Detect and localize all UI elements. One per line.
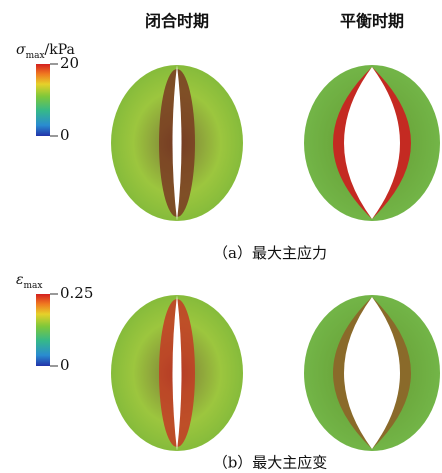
symbol: σ	[16, 42, 26, 58]
symbol: ε	[16, 272, 24, 288]
colorbar-tick-label: 0.25	[60, 284, 93, 302]
panel: εmax 0.25 0 （b）最大主应变	[16, 272, 440, 471]
column-header: 平衡时期	[340, 12, 404, 31]
caption: （a）最大主应力	[213, 244, 327, 262]
colorbar-tick-label: 20	[60, 54, 79, 72]
headers: 闭合时期 平衡时期	[145, 12, 404, 31]
figure: 闭合时期 平衡时期 σmax/kPa200（a）最大主应力εmax0.250（b…	[0, 0, 442, 473]
colorbar	[36, 294, 50, 366]
column-header: 闭合时期	[145, 12, 209, 31]
colorbar-tick-label: 0	[60, 356, 70, 374]
colorbar	[36, 64, 50, 136]
subscript: max	[26, 51, 45, 61]
caption: （b）最大主应变	[213, 453, 328, 471]
subscript: max	[24, 281, 43, 291]
colorbar-label: εmax	[16, 272, 43, 291]
colorbar-tick-label: 0	[60, 126, 70, 144]
